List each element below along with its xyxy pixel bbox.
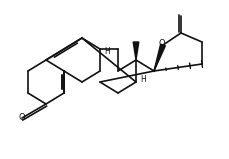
Polygon shape (133, 42, 139, 60)
Text: O: O (19, 114, 25, 122)
Text: H: H (104, 48, 110, 56)
Text: O: O (159, 39, 165, 48)
Text: H: H (140, 76, 146, 84)
Polygon shape (154, 44, 165, 71)
